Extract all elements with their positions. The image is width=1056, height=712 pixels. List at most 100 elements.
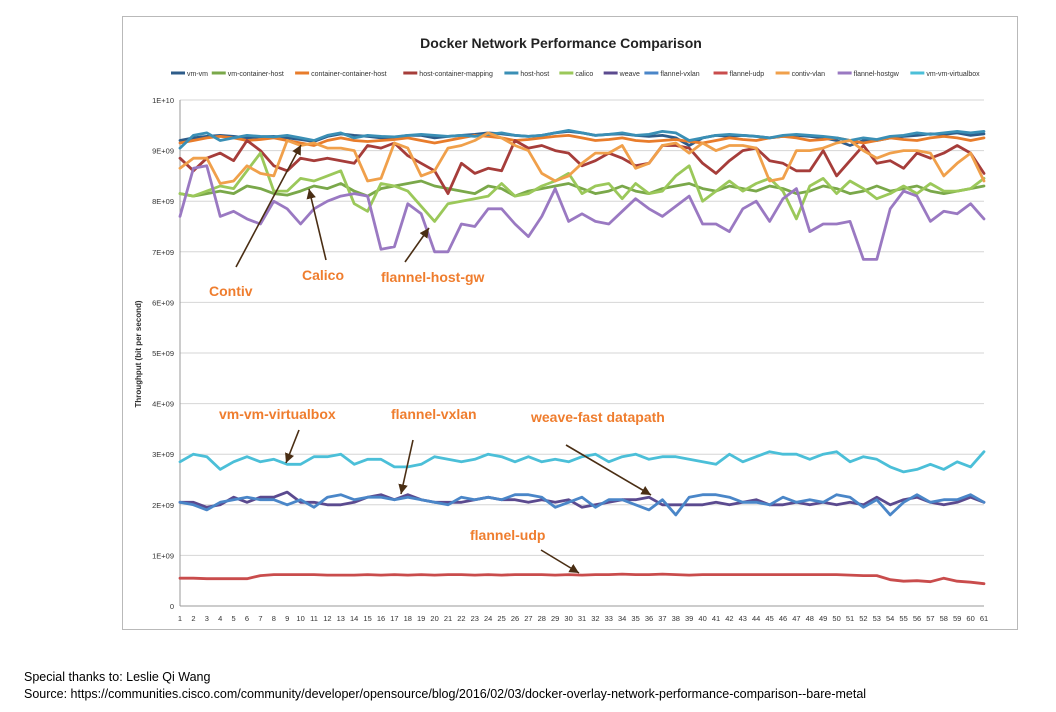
legend-item: host-host	[504, 71, 549, 78]
x-tick-label: 48	[806, 614, 814, 623]
x-tick-label: 11	[310, 614, 318, 623]
x-tick-label: 24	[484, 614, 492, 623]
line-chart: Docker Network Performance Comparison Th…	[134, 35, 988, 623]
x-tick-label: 15	[363, 614, 371, 623]
x-tick-label: 14	[350, 614, 358, 623]
y-tick-label: 6E+09	[152, 298, 174, 307]
y-tick-label: 0	[170, 602, 174, 611]
x-tick-label: 12	[323, 614, 331, 623]
legend-label: flannel-vxlan	[660, 71, 699, 78]
x-tick-label: 25	[497, 614, 505, 623]
y-tick-label: 1E+09	[152, 551, 174, 560]
x-tick-label: 60	[966, 614, 974, 623]
y-axis-ticks: 0 1E+09 2E+09 3E+09 4E+09 5E+09 6E+09 7E+09 8E+0…	[152, 96, 174, 611]
x-tick-label: 53	[873, 614, 881, 623]
legend-label: vm-vm-virtualbox	[926, 71, 980, 78]
annotation-arrow	[565, 444, 652, 496]
x-tick-label: 22	[457, 614, 465, 623]
legend-label: flannel-hostgw	[854, 71, 900, 78]
x-tick-label: 41	[712, 614, 720, 623]
x-tick-label: 18	[404, 614, 412, 623]
series-line-flannel-udp	[178, 572, 986, 586]
x-tick-label: 46	[779, 614, 787, 623]
x-axis-ticks: 1 2 3 4 5 6 7 8 9 10 11 12 13 14 15 16 17 18 19 20 21 22 23 24 2…	[178, 614, 988, 623]
legend-label: container-container-host	[311, 71, 387, 78]
x-tick-label: 28	[538, 614, 546, 623]
annotation-arrow	[306, 188, 327, 261]
legend-label: vm-container-host	[228, 71, 284, 78]
annotation-arrow	[285, 429, 300, 464]
x-tick-label: 43	[739, 614, 747, 623]
legend-label: flannel-udp	[730, 71, 765, 78]
x-tick-label: 17	[390, 614, 398, 623]
legend-item: contiv-vlan	[775, 71, 826, 78]
series-line-contiv-vlan	[178, 131, 986, 185]
legend-item: flannel-hostgw	[837, 71, 900, 78]
series-line-flannel-vxlan	[178, 493, 986, 517]
legend: vm-vm vm-container-host container-containe…	[171, 71, 980, 78]
x-tick-label: 54	[886, 614, 894, 623]
legend-label: contiv-vlan	[792, 71, 826, 78]
x-tick-label: 40	[698, 614, 706, 623]
x-tick-label: 47	[792, 614, 800, 623]
x-tick-label: 27	[524, 614, 532, 623]
gridlines	[179, 99, 984, 607]
chart-title: Docker Network Performance Comparison	[420, 35, 702, 51]
credit-text: Special thanks to: Leslie Qi Wang	[24, 670, 211, 684]
x-tick-label: 30	[564, 614, 572, 623]
x-tick-label: 13	[337, 614, 345, 623]
x-tick-label: 7	[258, 614, 262, 623]
series-line-vm-vm-virtualbox	[178, 450, 986, 474]
x-tick-label: 4	[218, 614, 222, 623]
legend-item: host-container-mapping	[403, 71, 493, 78]
x-tick-label: 44	[752, 614, 760, 623]
y-axis-label: Throughput (bit per second)	[134, 300, 143, 407]
legend-item: calico	[559, 71, 593, 78]
legend-item: vm-vm-virtualbox	[910, 71, 980, 78]
legend-item: weave	[603, 71, 640, 78]
x-tick-label: 33	[605, 614, 613, 623]
legend-item: container-container-host	[295, 71, 387, 78]
y-tick-label: 7E+09	[152, 248, 174, 257]
legend-label: host-container-mapping	[419, 71, 493, 78]
x-tick-label: 6	[245, 614, 249, 623]
x-tick-label: 59	[953, 614, 961, 623]
annotation-arrow	[540, 549, 580, 574]
annotation-arrow	[404, 227, 430, 263]
y-tick-label: 4E+09	[152, 400, 174, 409]
x-tick-label: 35	[631, 614, 639, 623]
series-lines	[178, 129, 986, 586]
x-tick-label: 31	[578, 614, 586, 623]
x-tick-label: 34	[618, 614, 626, 623]
x-tick-label: 21	[444, 614, 452, 623]
y-tick-label: 3E+09	[152, 450, 174, 459]
x-tick-label: 38	[672, 614, 680, 623]
y-tick-label: 9E+09	[152, 147, 174, 156]
x-tick-label: 39	[685, 614, 693, 623]
series-line-vm-container-host	[178, 179, 986, 198]
x-tick-label: 58	[940, 614, 948, 623]
y-tick-label: 5E+09	[152, 349, 174, 358]
series-line-calico	[178, 151, 986, 223]
x-tick-label: 42	[725, 614, 733, 623]
y-tick-label: 1E+10	[152, 96, 174, 105]
chart-frame: Docker Network Performance Comparison Th…	[122, 16, 1018, 630]
x-tick-label: 56	[913, 614, 921, 623]
source-text: Source: https://communities.cisco.com/co…	[24, 687, 867, 701]
x-tick-label: 50	[832, 614, 840, 623]
x-tick-label: 36	[645, 614, 653, 623]
x-tick-label: 61	[980, 614, 988, 623]
annotation-label: flannel-vxlan	[391, 406, 477, 422]
legend-item: vm-vm	[171, 71, 208, 78]
series-line-weave	[178, 490, 986, 509]
annotation-label: flannel-udp	[470, 527, 545, 543]
x-tick-label: 20	[430, 614, 438, 623]
x-tick-label: 19	[417, 614, 425, 623]
legend-label: weave	[619, 71, 640, 78]
legend-label: calico	[575, 71, 593, 78]
annotation-label: vm-vm-virtualbox	[219, 406, 336, 422]
x-tick-label: 32	[591, 614, 599, 623]
x-tick-label: 49	[819, 614, 827, 623]
annotation-label: weave-fast datapath	[530, 409, 665, 425]
x-tick-label: 26	[511, 614, 519, 623]
